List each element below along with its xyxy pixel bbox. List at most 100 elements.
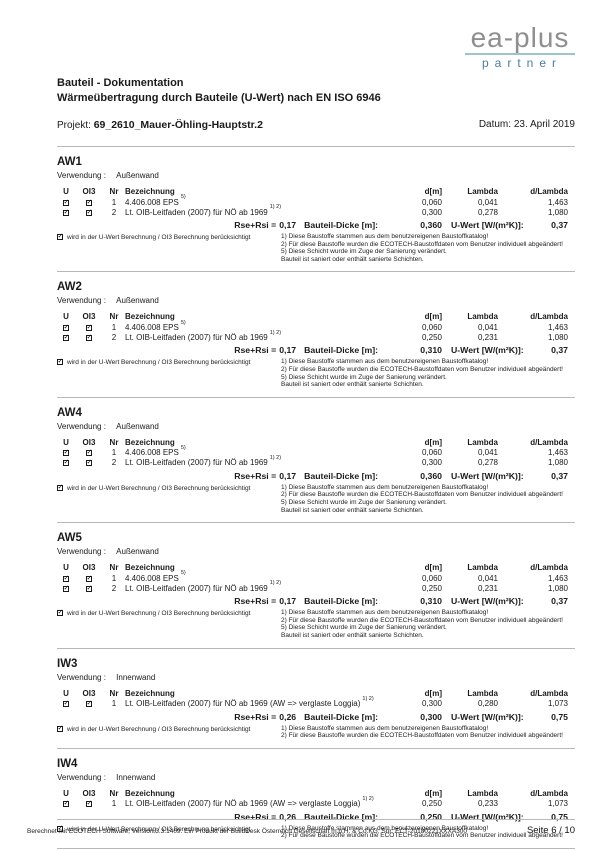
sections-container: AW1 Verwendung : Außenwand U OI3 Nr Beze…	[57, 147, 575, 849]
table-header-row: U OI3 Nr Bezeichnung d[m] Lambda d/Lambd…	[57, 564, 575, 573]
layer-number: 1	[111, 197, 117, 207]
usage-value: Außenwand	[116, 547, 159, 557]
table-header-row: U OI3 Nr Bezeichnung d[m] Lambda d/Lambd…	[57, 187, 575, 197]
rse-value: 0,17	[279, 220, 297, 230]
column-header-oi3: OI3	[82, 788, 96, 798]
column-header-u: U	[63, 563, 69, 573]
usage-value: Außenwand	[116, 296, 159, 306]
checkbox-checked-icon	[57, 825, 63, 832]
u-checkbox-checked-icon	[63, 199, 69, 206]
usage-line: Verwendung : Außenwand	[57, 171, 575, 180]
layer-description: Lt. OIB-Leitfaden (2007) für NÖ ab 19691…	[125, 455, 378, 468]
column-header-d: d[m]	[424, 187, 442, 196]
checkbox-checked-icon	[57, 358, 63, 366]
thickness-label: Bauteil-Dicke [m]:	[304, 470, 378, 481]
column-header-d: d[m]	[424, 563, 442, 573]
column-header-nr: Nr	[109, 437, 119, 447]
doc-title-line1: Bauteil - Dokumentation	[57, 77, 184, 89]
layer-name: Lt. OIB-Leitfaden (2007) für NÖ ab 1969	[125, 332, 268, 342]
layer-thickness: 0,250	[421, 583, 442, 593]
column-header-nr: Nr	[109, 688, 119, 698]
checkbox-checked-icon	[57, 725, 63, 732]
summary-row: Rse+Rsi = 0,26 Bauteil-Dicke [m]: 0,300 U-…	[57, 712, 575, 722]
date-label: Datum:	[478, 119, 512, 130]
footnote-line: Bauteil ist saniert oder enthält saniert…	[281, 255, 424, 263]
section-title: AW4	[57, 406, 82, 419]
usage-line: Verwendung : Außenwand	[57, 296, 575, 305]
layer-dlambda: 1,080	[547, 458, 568, 468]
layers-table: U OI3 Nr Bezeichnung d[m] Lambda d/Lambd…	[57, 788, 575, 822]
layer-dlambda: 1,073	[547, 799, 568, 809]
layer-name: Lt. OIB-Leitfaden (2007) für NÖ ab 1969	[125, 583, 268, 593]
usage-label: Verwendung :	[57, 672, 106, 682]
material-row: 2 Lt. OIB-Leitfaden (2007) für NÖ ab 196…	[57, 455, 575, 468]
footnote-line: 2) Für diese Baustoffe wurden die ECOTEC…	[281, 491, 563, 499]
uvalue-value: 0,37	[551, 345, 568, 356]
oi3-checkbox-checked-icon	[86, 199, 92, 206]
calculation-note: wird in der U-Wert Berechnung / OI3 Bere…	[57, 609, 281, 639]
layer-dlambda: 1,463	[547, 573, 568, 583]
rse-value: 0,17	[279, 345, 297, 356]
calculation-note-text: wird in der U-Wert Berechnung / OI3 Bere…	[67, 725, 251, 733]
footnote-line: 2) Für diese Baustoffe wurden die ECOTEC…	[281, 832, 563, 840]
layer-description: Lt. OIB-Leitfaden (2007) für NÖ ab 1969 …	[125, 796, 378, 809]
usage-label: Verwendung :	[57, 772, 106, 782]
column-header-bezeichnung: Bezeichnung	[125, 187, 175, 196]
layers-table: U OI3 Nr Bezeichnung d[m] Lambda d/Lambd…	[57, 187, 575, 230]
footnote-line: 5) Diese Schicht wurde im Zuge der Sanie…	[281, 248, 447, 256]
table-header-row: U OI3 Nr Bezeichnung d[m] Lambda d/Lambd…	[57, 437, 575, 448]
footer-divider	[57, 819, 575, 820]
u-checkbox-checked-icon	[63, 324, 69, 331]
rse-value: 0,26	[279, 811, 297, 822]
section-divider	[57, 747, 575, 749]
column-header-dlambda: d/Lambda	[530, 437, 568, 447]
footnote-line: Bauteil ist saniert oder enthält saniert…	[281, 381, 424, 389]
section-notes: wird in der U-Wert Berechnung / OI3 Bere…	[57, 825, 575, 840]
uvalue-value: 0,37	[551, 220, 568, 230]
column-header-dlambda: d/Lambda	[530, 688, 568, 698]
thickness-value: 0,310	[420, 596, 442, 607]
column-header-dlambda: d/Lambda	[530, 788, 568, 798]
rse-label: Rse+Rsi =	[234, 596, 277, 607]
oi3-checkbox-checked-icon	[86, 449, 92, 457]
section-title: IW4	[57, 757, 78, 770]
u-checkbox-checked-icon	[63, 585, 69, 592]
column-header-bezeichnung: Bezeichnung	[125, 788, 175, 798]
column-header-oi3: OI3	[82, 437, 96, 447]
u-checkbox-checked-icon	[63, 449, 69, 457]
date-value: 23. April 2019	[513, 119, 575, 130]
column-header-oi3: OI3	[82, 688, 96, 698]
calculation-note: wird in der U-Wert Berechnung / OI3 Bere…	[57, 725, 281, 740]
column-header-d: d[m]	[424, 688, 442, 698]
usage-line: Verwendung : Außenwand	[57, 547, 575, 556]
checkbox-checked-icon	[57, 233, 63, 240]
thickness-label: Bauteil-Dicke [m]:	[304, 345, 378, 356]
component-section: AW1 Verwendung : Außenwand U OI3 Nr Beze…	[57, 147, 575, 273]
u-checkbox-checked-icon	[63, 209, 69, 216]
layer-lambda: 0,278	[477, 458, 498, 468]
uvalue-label: U-Wert [W/(m²K)]:	[451, 711, 524, 722]
thickness-label: Bauteil-Dicke [m]:	[304, 811, 378, 822]
thickness-label: Bauteil-Dicke [m]:	[304, 711, 378, 722]
layer-thickness: 0,250	[421, 799, 442, 809]
rse-label: Rse+Rsi =	[234, 220, 277, 230]
oi3-checkbox-checked-icon	[86, 800, 92, 808]
column-header-u: U	[63, 788, 69, 798]
layer-footnote-refs: 5)	[180, 319, 186, 326]
layer-lambda: 0,231	[477, 332, 498, 342]
layer-thickness: 0,300	[421, 699, 442, 708]
usage-value: Innenwand	[116, 772, 156, 782]
section-notes: wird in der U-Wert Berechnung / OI3 Bere…	[57, 484, 575, 514]
layer-thickness: 0,300	[421, 458, 442, 468]
component-section: AW4 Verwendung : Außenwand U OI3 Nr Beze…	[57, 398, 575, 524]
layer-description: Lt. OIB-Leitfaden (2007) für NÖ ab 19691…	[125, 205, 378, 218]
layer-footnote-refs: 1) 2)	[269, 204, 282, 211]
column-header-u: U	[63, 312, 69, 322]
footnote-line: 2) Für diese Baustoffe wurden die ECOTEC…	[281, 616, 563, 624]
layer-number: 1	[111, 573, 117, 583]
logo-subtitle-text: partner	[481, 56, 563, 70]
rse-label: Rse+Rsi =	[234, 345, 277, 356]
u-checkbox-checked-icon	[63, 700, 69, 707]
footnotes-block: 1) Diese Baustoffe stammen aus dem benut…	[281, 725, 575, 740]
layer-name: Lt. OIB-Leitfaden (2007) für NÖ ab 1969	[125, 207, 268, 217]
